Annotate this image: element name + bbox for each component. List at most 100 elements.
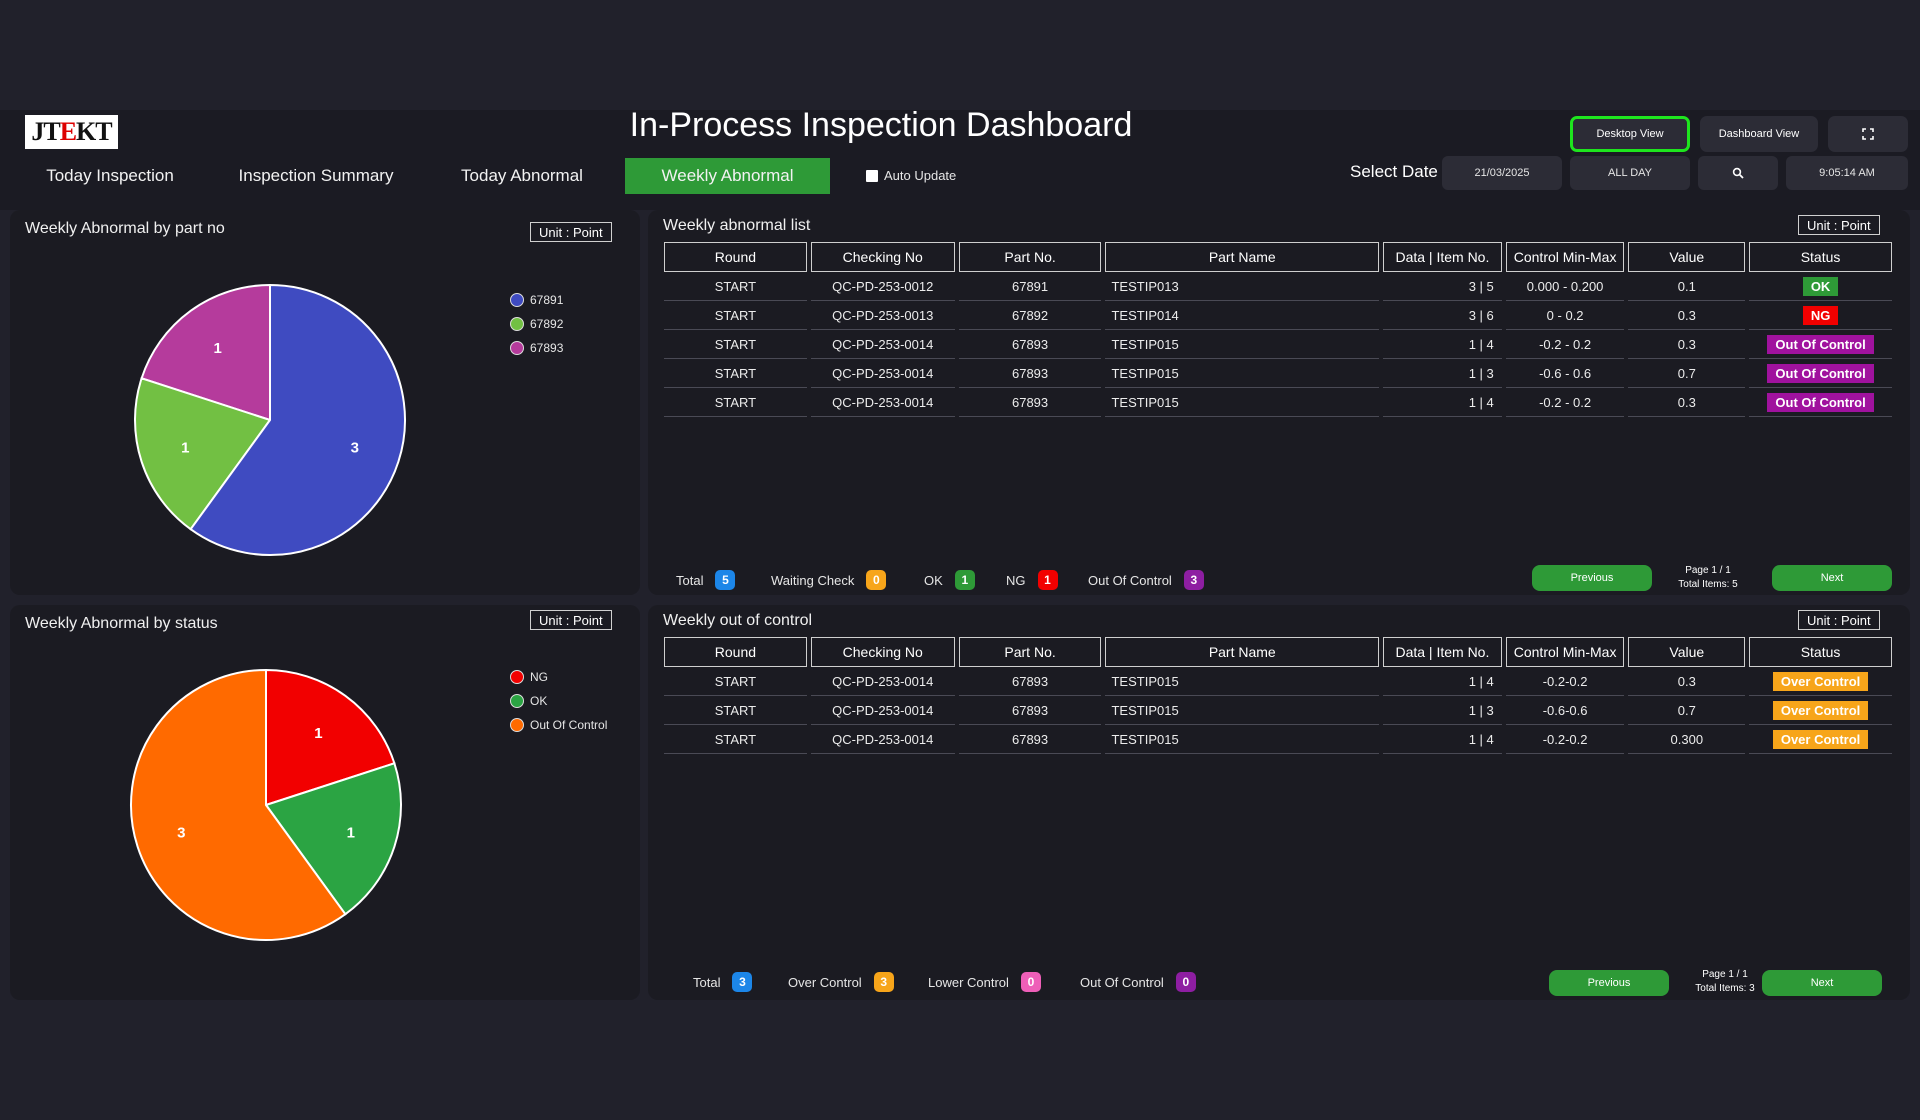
summary-total: Total 5 (676, 570, 736, 590)
table-row[interactable]: START QC-PD-253-0014 67893 TESTIP015 1 | 3 -0… (664, 696, 1892, 725)
cell-part-no: 67893 (958, 667, 1102, 696)
cell-control: -0.2-0.2 (1505, 667, 1625, 696)
part-chart-legend: 67891 67892 67893 (510, 288, 563, 360)
pie-slice-67891[interactable] (140, 283, 271, 422)
cell-status: OK (1749, 272, 1892, 301)
tab-weekly-abnormal[interactable]: Weekly Abnormal (625, 158, 830, 194)
table-row[interactable]: START QC-PD-253-0014 67893 TESTIP015 1 | 3 -0… (664, 359, 1892, 388)
pie-slice-ok[interactable] (264, 762, 402, 916)
cell-checking-no: QC-PD-253-0014 (810, 388, 955, 417)
cell-control: -0.2 - 0.2 (1505, 330, 1625, 359)
pie-slice-out-of-control[interactable] (130, 668, 347, 941)
column-header: Checking No (810, 637, 955, 667)
table-row[interactable]: START QC-PD-253-0012 67891 TESTIP013 3 | 5 0.… (664, 272, 1892, 301)
total-items: Total Items: 5 (1678, 579, 1738, 590)
column-header: Part Name (1105, 242, 1380, 272)
count-badge: 1 (1037, 570, 1058, 590)
fullscreen-button[interactable] (1828, 116, 1908, 152)
status-badge: Out Of Control (1767, 334, 1874, 354)
tab-inspection-summary[interactable]: Inspection Summary (238, 166, 394, 185)
cell-part-no: 67893 (958, 359, 1102, 388)
cell-round: START (664, 359, 807, 388)
table-row[interactable]: START QC-PD-253-0014 67893 TESTIP015 1 | 4 -0… (664, 330, 1892, 359)
pie-slice-ng[interactable] (265, 668, 396, 807)
legend-swatch (510, 317, 524, 331)
out-of-control-unit: Unit : Point (1798, 610, 1880, 630)
select-date-label: Select Date (1350, 162, 1438, 181)
cell-data-item: 1 | 3 (1383, 696, 1502, 725)
auto-update-toggle[interactable]: Auto Update (866, 168, 956, 183)
pie-data-label: 1 (213, 340, 221, 357)
clock-display: 9:05:14 AM (1786, 156, 1908, 190)
previous-button[interactable]: Previous (1532, 565, 1652, 591)
cell-data-item: 1 | 4 (1383, 388, 1502, 417)
legend-label: NG (530, 670, 548, 684)
part-chart-unit: Unit : Point (530, 222, 612, 242)
cell-data-item: 3 | 5 (1383, 272, 1502, 301)
cell-checking-no: QC-PD-253-0014 (810, 667, 955, 696)
abnormal-list-panel: Weekly abnormal list Unit : Point Round C… (648, 210, 1910, 595)
summary-label: Lower Control (928, 974, 1009, 990)
pie-slice-67892[interactable] (134, 377, 272, 531)
abnormal-list-title: Weekly abnormal list (663, 217, 811, 234)
status-badge: Over Control (1772, 729, 1869, 749)
pie-data-label: 3 (351, 440, 359, 457)
part-pie-chart: 1 1 3 (134, 283, 406, 556)
table-row[interactable]: START QC-PD-253-0014 67893 TESTIP015 1 | 4 -0… (664, 667, 1892, 696)
previous-button[interactable]: Previous (1549, 970, 1669, 996)
cell-data-item: 1 | 4 (1383, 330, 1502, 359)
tab-bar: Today Inspection Inspection Summary Toda… (10, 158, 830, 194)
auto-update-label: Auto Update (884, 168, 957, 183)
cell-control: -0.2-0.2 (1505, 725, 1625, 754)
page-number: Page 1 / 1 (1685, 565, 1731, 576)
pie-data-label: 1 (181, 440, 189, 457)
cell-status: Over Control (1749, 696, 1892, 725)
count-badge: 3 (732, 972, 753, 992)
abnormal-table: Round Checking No Part No. Part Name Data | … (660, 242, 1896, 417)
legend-item: NG (510, 665, 607, 689)
legend-label: OK (530, 694, 548, 708)
summary-label: Waiting Check (771, 572, 855, 588)
tab-today-inspection[interactable]: Today Inspection (46, 166, 174, 185)
cell-value: 0.7 (1628, 696, 1746, 725)
cell-part-name: TESTIP013 (1105, 272, 1380, 301)
part-chart-panel: Weekly Abnormal by part no Unit : Point … (10, 210, 640, 595)
column-header: Status (1749, 242, 1892, 272)
search-button[interactable] (1698, 156, 1778, 190)
next-button[interactable]: Next (1772, 565, 1892, 591)
summary-total: Total 3 (693, 972, 753, 992)
count-badge: 1 (954, 570, 975, 590)
abnormal-list-unit: Unit : Point (1798, 215, 1880, 235)
cell-data-item: 3 | 6 (1383, 301, 1502, 330)
desktop-view-button[interactable]: Desktop View (1570, 116, 1690, 152)
table-row[interactable]: START QC-PD-253-0014 67893 TESTIP015 1 | 4 -0… (664, 725, 1892, 754)
date-picker[interactable]: 21/03/2025 (1442, 156, 1562, 190)
column-header: Part Name (1105, 637, 1380, 667)
tab-today-abnormal[interactable]: Today Abnormal (461, 166, 583, 185)
summary-out-of-control: Out Of Control 3 (1088, 570, 1204, 590)
summary-label: Over Control (788, 974, 862, 990)
legend-swatch (510, 718, 524, 732)
summary-label: Out Of Control (1088, 572, 1172, 588)
cell-round: START (664, 330, 807, 359)
period-select[interactable]: ALL DAY (1570, 156, 1690, 190)
pie-slice-67893[interactable] (189, 283, 406, 556)
cell-checking-no: QC-PD-253-0014 (810, 696, 955, 725)
auto-update-checkbox[interactable] (866, 169, 878, 182)
status-badge: Out Of Control (1767, 363, 1874, 383)
cell-status: Over Control (1749, 725, 1892, 754)
pie-data-label: 3 (177, 825, 185, 842)
cell-value: 0.3 (1628, 667, 1746, 696)
dashboard-view-button[interactable]: Dashboard View (1700, 116, 1818, 152)
next-button[interactable]: Next (1762, 970, 1882, 996)
legend-item: OK (510, 689, 607, 713)
table-row[interactable]: START QC-PD-253-0014 67893 TESTIP015 1 | 4 -0… (664, 388, 1892, 417)
count-badge: 3 (1183, 570, 1204, 590)
column-header: Value (1628, 637, 1746, 667)
summary-waiting: Waiting Check 0 (771, 570, 887, 590)
page-info: Page 1 / 1 Total Items: 5 (1663, 564, 1753, 592)
total-items: Total Items: 3 (1695, 983, 1755, 994)
column-header: Data | Item No. (1383, 637, 1502, 667)
cell-part-no: 67892 (958, 301, 1102, 330)
